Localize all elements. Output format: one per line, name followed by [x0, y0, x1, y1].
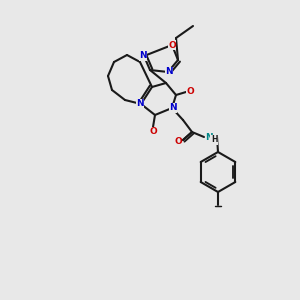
Text: N: N	[205, 133, 213, 142]
Text: O: O	[186, 86, 194, 95]
Text: O: O	[149, 128, 157, 136]
Text: N: N	[169, 103, 177, 112]
Text: O: O	[174, 136, 182, 146]
Text: N: N	[139, 52, 147, 61]
Text: O: O	[168, 40, 176, 50]
Text: H: H	[211, 136, 217, 145]
Text: N: N	[165, 68, 173, 76]
Text: N: N	[136, 100, 144, 109]
